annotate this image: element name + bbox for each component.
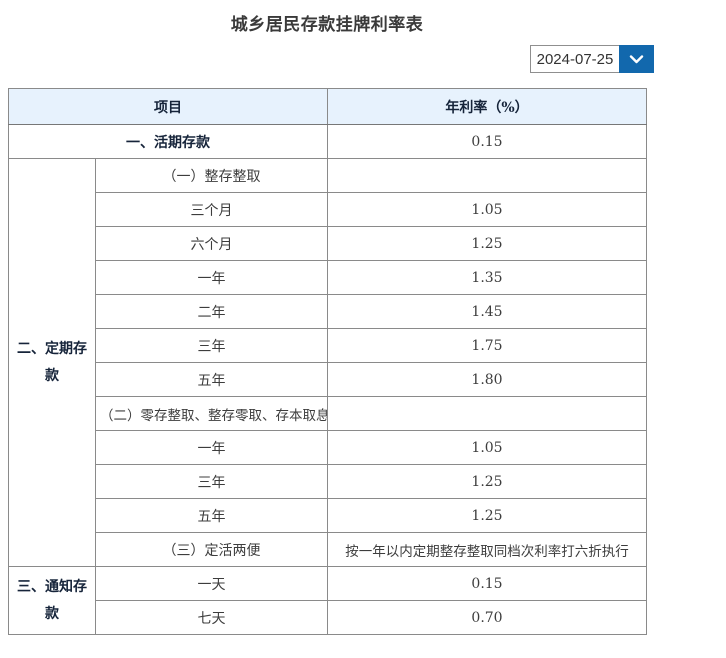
date-picker bbox=[530, 45, 654, 73]
table-row: 五年 1.25 bbox=[9, 498, 647, 533]
date-dropdown-button[interactable] bbox=[619, 45, 654, 73]
section-label: 三、通知存款 bbox=[8, 566, 96, 635]
item-cell: 一年 bbox=[95, 260, 328, 295]
rate-cell: 1.35 bbox=[327, 260, 647, 295]
table-row: 五年 1.80 bbox=[9, 362, 647, 397]
table-row: 一、活期存款 0.15 bbox=[8, 124, 647, 159]
item-cell: 六个月 bbox=[95, 226, 328, 261]
rate-cell bbox=[327, 158, 647, 193]
table-row: 一年 1.35 bbox=[9, 260, 647, 295]
page-title: 城乡居民存款挂牌利率表 bbox=[230, 15, 424, 34]
rate-cell: 1.25 bbox=[327, 226, 647, 261]
rate-cell: 0.15 bbox=[327, 566, 647, 601]
table-header-row: 项目 年利率（%） bbox=[8, 88, 647, 125]
rate-cell: 1.80 bbox=[327, 362, 647, 397]
rate-table: 项目 年利率（%） 一、活期存款 0.15 二、定期存款 （一）整存整取 三个月… bbox=[8, 88, 647, 635]
table-row: 二年 1.45 bbox=[9, 294, 647, 329]
table-row: 六个月 1.25 bbox=[9, 226, 647, 261]
section-label: 二、定期存款 bbox=[8, 158, 96, 567]
item-cell: 二年 bbox=[95, 294, 328, 329]
item-cell: 七天 bbox=[95, 600, 328, 635]
item-cell: 三个月 bbox=[95, 192, 328, 227]
table-row: 三、通知存款 一天 0.15 bbox=[8, 566, 647, 635]
rate-cell: 1.75 bbox=[327, 328, 647, 363]
rate-cell: 1.25 bbox=[327, 464, 647, 499]
column-header-rate: 年利率（%） bbox=[327, 88, 647, 125]
rate-cell: 0.70 bbox=[327, 600, 647, 635]
item-cell: 一年 bbox=[95, 430, 328, 465]
table-row: 三年 1.75 bbox=[9, 328, 647, 363]
rate-cell: 按一年以内定期整存整取同档次利率打六折执行 bbox=[327, 532, 647, 567]
table-row: 三年 1.25 bbox=[9, 464, 647, 499]
rate-cell: 0.15 bbox=[327, 124, 647, 159]
table-row: 七天 0.70 bbox=[9, 600, 647, 635]
rate-cell: 1.45 bbox=[327, 294, 647, 329]
table-row: 二、定期存款 （一）整存整取 bbox=[8, 158, 647, 567]
table-row: （三）定活两便 按一年以内定期整存整取同档次利率打六折执行 bbox=[9, 532, 647, 567]
item-cell: 三年 bbox=[95, 328, 328, 363]
item-cell: 五年 bbox=[95, 498, 328, 533]
item-cell: 一天 bbox=[95, 566, 328, 601]
rate-cell: 1.05 bbox=[327, 192, 647, 227]
item-cell: （三）定活两便 bbox=[95, 532, 328, 567]
rate-cell: 1.05 bbox=[327, 430, 647, 465]
table-row: 三个月 1.05 bbox=[9, 192, 647, 227]
table-row: （二）零存整取、整存零取、存本取息 bbox=[9, 396, 647, 431]
item-cell: （一）整存整取 bbox=[95, 158, 328, 193]
section-label: 一、活期存款 bbox=[8, 124, 328, 159]
chevron-down-icon bbox=[629, 54, 644, 64]
item-cell: 三年 bbox=[95, 464, 328, 499]
rate-cell bbox=[327, 396, 647, 431]
date-input[interactable] bbox=[530, 45, 619, 73]
rate-cell: 1.25 bbox=[327, 498, 647, 533]
item-cell: （二）零存整取、整存零取、存本取息 bbox=[95, 396, 328, 431]
table-row: 一年 1.05 bbox=[9, 430, 647, 465]
column-header-item: 项目 bbox=[8, 88, 328, 125]
item-cell: 五年 bbox=[95, 362, 328, 397]
